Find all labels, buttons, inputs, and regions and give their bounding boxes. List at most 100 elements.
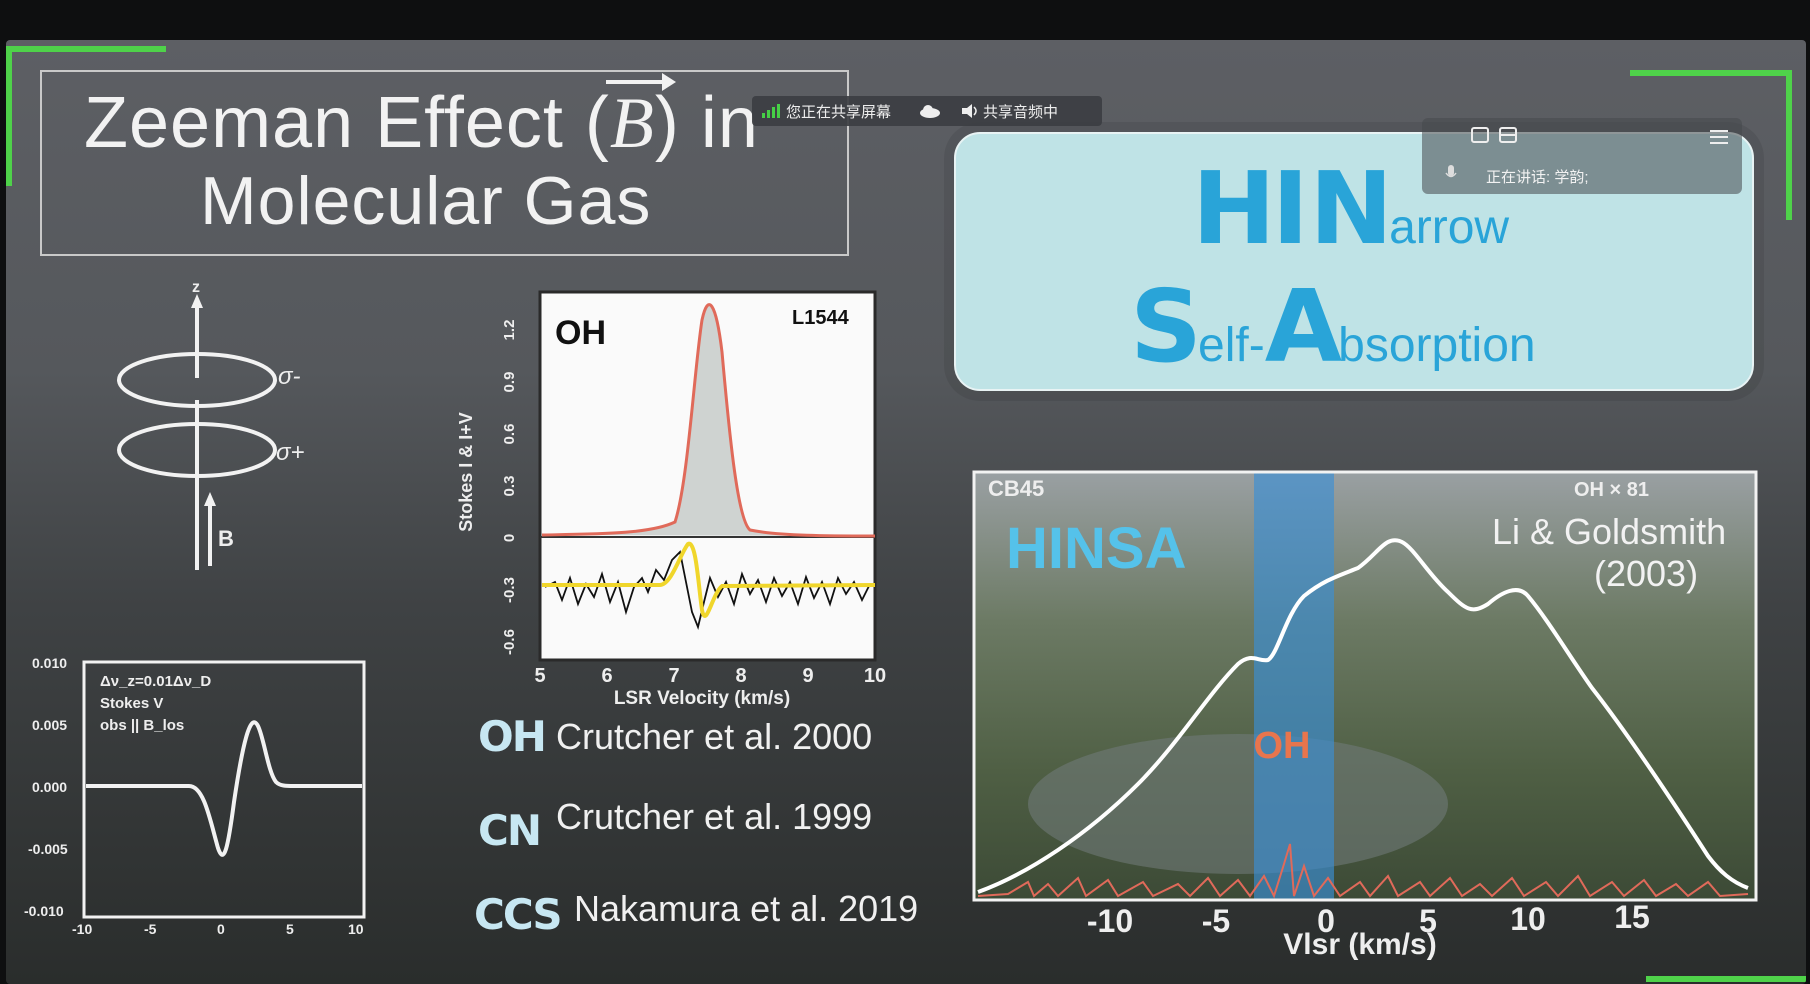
list-icon[interactable] [1498,126,1518,144]
telescope-dish [1028,734,1448,874]
hinsa-x-tick: 10 [1510,901,1546,937]
hinsa-banner-line-2: Self-Absorption [1130,268,1536,385]
hinsa-x-tick: -10 [1087,903,1133,939]
hinsa-panel-title: HINSA [1006,516,1186,581]
stokes-y-tick: 0.010 [32,655,67,671]
stokes-y-tick: -0.010 [24,903,64,919]
stokes-x-tick: 5 [286,921,294,937]
oh-spectrum-trace [977,843,1749,899]
oh-y-axis-label: Stokes I & I+V [456,412,476,532]
z-axis-label: z [192,280,200,296]
sigma-plus-label: σ+ [276,439,305,466]
oh-x-axis-label: LSR Velocity (km/s) [614,688,790,709]
microphone-icon [1445,165,1457,178]
hinsa-source-label: CB45 [988,476,1044,501]
sharing-audio-label: 共享音频中 [983,103,1059,121]
oh-zeeman-spectrum-plot: OH L1544 1.2 0.9 0.6 0.3 0 -0.3 -0.6 Sto… [456,290,886,709]
oh-x-tick: 9 [802,665,813,687]
stokes-v-curve [86,720,362,857]
ref-molecule-cn: CN [478,806,542,855]
hinsa-x-axis-label: Vlsr (km/s) [1283,928,1436,961]
ref-molecule-oh: OH [478,712,547,761]
stokes-v-plot: 0.010 0.005 0.000 -0.005 -0.010 -10 -5 0… [24,655,366,937]
vector-b-symbol: B [605,73,676,165]
cloud-button[interactable] [919,104,941,118]
sharing-audio-indicator[interactable]: 共享音频中 [961,101,1058,122]
title-line-1: Zeeman Effect (B) in [84,73,759,165]
stokes-x-tick: -5 [144,921,157,937]
sharing-screen-indicator[interactable]: 您正在共享屏幕 [762,101,891,122]
oh-y-tick: 1.2 [501,320,518,341]
stokes-annotation: Δν_z=0.01Δν_D [100,673,211,690]
title-box [40,70,849,256]
sharing-screen-label: 您正在共享屏幕 [786,103,892,121]
vector-b-letter: B [609,83,655,163]
stokes-x-tick: -10 [72,921,92,937]
oh-stokes-i-fit [541,303,876,538]
meeting-speaker-panel: 正在讲话: 学韵; [1422,118,1742,194]
stokes-annotation: obs || B_los [100,717,184,734]
oh-stokes-i-fill [542,304,875,536]
hinsa-banner-line-1: HI Narrow [1192,150,1509,267]
hinsa-spectrum-plot: CB45 OH × 81 HINSA Li & Goldsmith (2003)… [972,470,1758,961]
window-icon[interactable] [1470,126,1490,144]
hinsa-credit-line-1: Li & Goldsmith [1492,511,1726,552]
vector-arrow-icon [605,73,676,91]
oh-source-label: L1544 [792,307,850,329]
hinsa-credit-line-2: (2003) [1594,553,1698,594]
hinsa-plot-frame [972,470,1758,902]
zeeman-field-diagram: z σ- σ+ B [117,280,305,570]
corner-accent-top-left [6,46,166,52]
b-vector-label: B [218,526,234,551]
hinsa-x-tick: 5 [1419,903,1437,939]
oh-x-tick: 6 [601,665,612,687]
menu-icon[interactable] [1708,128,1730,146]
stokes-x-tick: 10 [348,921,364,937]
ref-molecule-ccs: CCS [474,890,563,939]
hinsa-x-tick: 15 [1614,899,1650,935]
screen-share-bar[interactable]: 您正在共享屏幕 共享音频中 [752,96,1102,126]
title-line-2: Molecular Gas [200,163,652,239]
hinsa-word-absorption: bsorption [1338,319,1536,372]
signal-icon [762,104,780,118]
hinsa-x-tick: -5 [1202,903,1230,939]
oh-x-tick: 5 [534,665,545,687]
hinsa-scale-label: OH × 81 [1574,479,1649,501]
oh-stokes-v-data [544,550,871,630]
stokes-x-tick: 0 [217,921,225,937]
hinsa-oh-band-label: OH [1254,725,1311,767]
ref-citation-cn: Crutcher et al. 1999 [556,796,873,837]
ref-citation-oh: Crutcher et al. 2000 [556,716,873,757]
oh-velocity-band [1254,472,1334,900]
z-axis-arrowhead [191,294,203,308]
ref-citation-ccs: Nakamura et al. 2019 [574,888,919,929]
hinsa-letter-a: A [1264,268,1342,385]
speaking-label: 正在讲话: 学韵; [1486,169,1589,186]
oh-y-tick: -0.3 [501,577,518,603]
b-vector-arrowhead [204,492,216,506]
oh-x-tick: 10 [864,665,886,687]
corner-accent-top-left-v [6,46,12,186]
oh-y-tick: 0 [501,534,518,542]
hi-spectrum-curve [977,538,1749,894]
stokes-y-tick: -0.005 [28,841,68,857]
hinsa-x-tick: 0 [1317,903,1335,939]
stokes-y-tick: 0.005 [32,717,67,733]
oh-y-tick: -0.6 [501,629,518,655]
stokes-annotation: Stokes V [100,695,163,712]
oh-stokes-v-fit [542,542,876,618]
corner-accent-top-right-v [1786,70,1792,220]
corner-accent-bottom-right [1646,976,1806,982]
stokes-y-tick: 0.000 [32,779,67,795]
oh-y-tick: 0.6 [501,424,518,445]
hinsa-letter-n: N [1309,150,1393,267]
cloud-icon [920,105,941,118]
title-text-post: ) in [654,83,759,163]
hinsa-word-arrow: arrow [1389,201,1510,254]
sigma-minus-label: σ- [278,363,300,390]
oh-x-tick: 7 [668,665,679,687]
title-text-pre: Zeeman Effect ( [84,83,610,163]
hinsa-letters-hi: HI [1192,150,1309,267]
hinsa-word-self: elf- [1198,319,1265,372]
oh-x-tick: 8 [735,665,746,687]
